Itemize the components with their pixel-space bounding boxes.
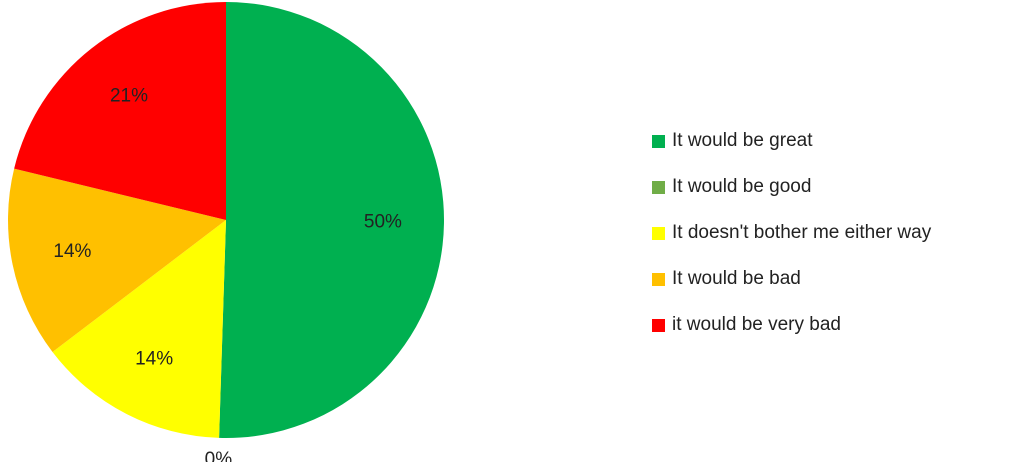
data-label-bad: 14%: [53, 241, 91, 262]
legend-label-good: It would be good: [672, 176, 812, 197]
data-label-very-bad: 21%: [110, 86, 148, 107]
chart-legend: It would be great It would be good It do…: [652, 118, 931, 348]
legend-item-good: It would be good: [652, 164, 931, 210]
legend-item-great: It would be great: [652, 118, 931, 164]
legend-swatch-good: [652, 180, 665, 194]
legend-label-great: It would be great: [672, 130, 813, 151]
pie-slice-bad: [8, 168, 227, 353]
data-label-good: 0%: [205, 449, 233, 462]
legend-item-very-bad: it would be very bad: [652, 302, 931, 348]
pie-slice-very-bad: [14, 2, 227, 220]
pie-slice-neutral: [52, 220, 226, 438]
data-label-neutral: 14%: [135, 349, 173, 370]
data-label-great: 50%: [364, 212, 402, 233]
legend-item-bad: It would be bad: [652, 256, 931, 302]
legend-swatch-bad: [652, 272, 665, 286]
legend-label-neutral: It doesn't bother me either way: [672, 222, 932, 243]
legend-swatch-neutral: [652, 226, 665, 240]
legend-swatch-very-bad: [652, 318, 665, 332]
legend-swatch-great: [652, 134, 665, 148]
pie-chart: 50% 0% 14% 14% 21%: [8, 2, 445, 462]
legend-label-very-bad: it would be very bad: [672, 314, 841, 335]
legend-label-bad: It would be bad: [672, 268, 801, 289]
legend-item-neutral: It doesn't bother me either way: [652, 210, 931, 256]
pie-slice-great: [219, 2, 445, 439]
